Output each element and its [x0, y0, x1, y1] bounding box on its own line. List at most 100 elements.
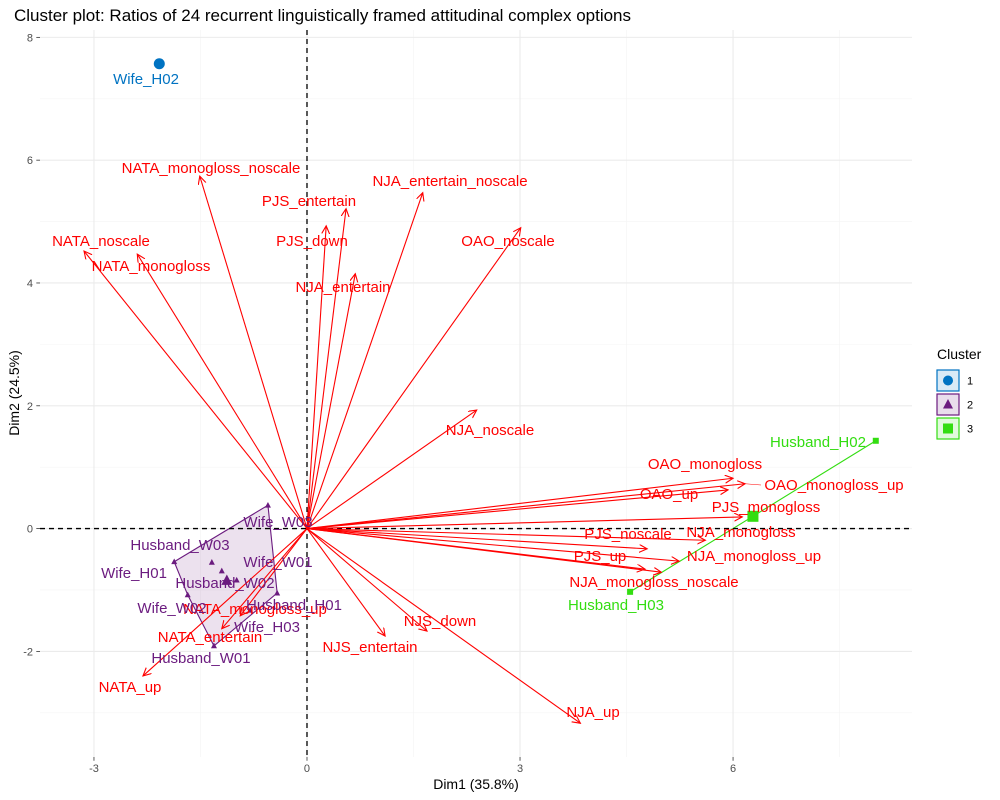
variable-arrow — [306, 484, 745, 530]
legend: Cluster 1 2 3 — [936, 346, 982, 440]
cluster-centroid — [221, 574, 233, 585]
variable-label: NJA_monogloss_up — [687, 548, 821, 565]
variable-label: NJA_noscale — [446, 422, 534, 439]
individual-label: Husband_H03 — [568, 597, 664, 614]
individual-label: Husband_W03 — [130, 537, 229, 554]
axes: -3 0 3 6 -2 0 2 4 6 8 — [23, 32, 736, 775]
variable-label: NATA_entertain — [158, 629, 263, 646]
labels: NATA_monogloss_noscale NATA_noscale NATA_m… — [52, 71, 904, 721]
y-tick-label: 6 — [27, 155, 33, 167]
x-tick-label: -3 — [89, 763, 99, 775]
individual-label: Wife_W01 — [243, 554, 312, 571]
variable-arrow — [306, 528, 427, 632]
variable-arrows — [84, 176, 762, 724]
variable-label: NATA_noscale — [52, 233, 150, 250]
variable-arrow — [306, 528, 385, 636]
variable-label: NJA_monogloss — [686, 524, 795, 541]
grid — [40, 30, 912, 757]
individual-label: Husband_H02 — [770, 434, 866, 451]
y-tick-label: 2 — [27, 401, 33, 413]
variable-arrow — [306, 478, 733, 530]
variable-arrow — [306, 528, 661, 573]
y-tick-label: 8 — [27, 32, 33, 44]
variable-label: PJS_noscale — [584, 526, 672, 543]
individual-label: Wife_H03 — [234, 619, 300, 636]
individual-point — [184, 591, 191, 598]
variable-arrow — [137, 254, 308, 529]
individual-point — [218, 567, 225, 574]
x-tick-label: 3 — [517, 763, 523, 775]
variable-label: PJS_up — [574, 548, 627, 565]
y-tick-label: -2 — [23, 646, 33, 658]
variable-arrow — [306, 226, 326, 529]
variable-arrow — [306, 274, 355, 529]
individual-point — [264, 501, 271, 508]
legend-entry-label: 2 — [967, 400, 973, 412]
legend-entry-label: 1 — [967, 376, 973, 388]
variable-arrow — [306, 528, 647, 549]
label-connector — [745, 483, 762, 486]
variable-arrow — [306, 228, 521, 529]
y-axis-title: Dim2 (24.5%) — [6, 350, 22, 436]
variable-label: OAO_monogloss_up — [764, 477, 903, 494]
variable-arrow — [143, 528, 308, 676]
variable-arrow — [306, 410, 477, 530]
legend-keys: 1 2 3 — [936, 369, 973, 440]
variable-label: NJA_monogloss_noscale — [569, 574, 738, 591]
variable-label: PJS_monogloss — [712, 499, 820, 516]
x-axis-title: Dim1 (35.8%) — [433, 776, 519, 792]
legend-entry-label: 3 — [967, 424, 973, 436]
cluster-centroid — [153, 58, 165, 70]
variable-arrow — [306, 193, 423, 529]
individual-label: Wife_W03 — [243, 514, 312, 531]
variable-arrow — [306, 528, 679, 562]
reference-lines — [40, 30, 912, 757]
variable-arrow — [240, 528, 308, 616]
variable-label: NATA_monogloss_up — [183, 601, 327, 618]
variable-label: PJS_entertain — [262, 193, 356, 210]
individual-point — [627, 588, 634, 595]
variable-label: PJS_down — [276, 233, 348, 250]
variable-arrow — [222, 528, 308, 629]
variable-label: NJA_up — [566, 704, 619, 721]
individual-point — [274, 589, 281, 596]
individual-label: Husband_W02 — [175, 575, 274, 592]
variable-label: NATA_up — [99, 679, 162, 696]
variable-label: NJA_entertain_noscale — [372, 173, 527, 190]
individual-point — [247, 606, 254, 613]
variable-label: OAO_monogloss — [648, 456, 762, 473]
variable-label: NATA_monogloss — [92, 258, 211, 275]
x-tick-label: 6 — [730, 763, 736, 775]
variable-arrow — [306, 528, 580, 724]
individual-point — [208, 559, 215, 565]
variable-arrow — [306, 517, 742, 530]
individual-label: Wife_H02 — [113, 71, 179, 88]
individual-point — [210, 642, 217, 649]
y-tick-label: 4 — [27, 278, 33, 290]
cluster-centroid — [747, 510, 759, 522]
legend-title: Cluster — [937, 346, 982, 362]
variable-label: NJS_entertain — [322, 639, 417, 656]
variable-arrow — [306, 209, 346, 529]
individual-label: Husband_H01 — [246, 597, 342, 614]
variable-arrow — [306, 528, 705, 541]
individual-points — [153, 58, 879, 649]
legend-key-circle-icon — [943, 375, 953, 386]
individual-point — [171, 558, 178, 565]
variable-label: NJS_down — [404, 613, 477, 630]
individual-label: Husband_W01 — [151, 650, 250, 667]
variable-label: NATA_monogloss_noscale — [122, 160, 301, 177]
variable-arrow — [306, 490, 728, 530]
variable-label: NJA_entertain — [295, 279, 390, 296]
x-tick-label: 0 — [304, 763, 310, 775]
legend-key-square-icon — [943, 423, 953, 434]
y-tick-label: 0 — [27, 524, 33, 536]
variable-arrow — [84, 251, 308, 529]
individual-point — [233, 576, 240, 583]
legend-key-triangle-icon — [943, 399, 953, 409]
variable-label: OAO_noscale — [461, 233, 554, 250]
individual-label: Wife_H01 — [101, 565, 167, 582]
individual-point — [872, 437, 879, 444]
variable-label: OAO_up — [640, 486, 698, 503]
